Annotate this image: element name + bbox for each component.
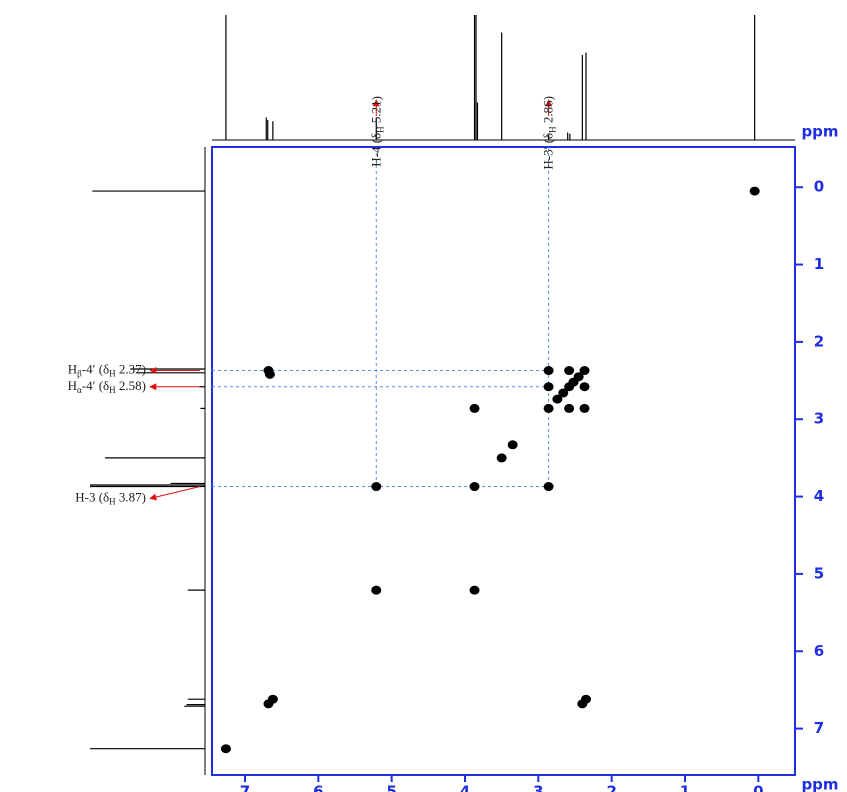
annotation: Hβ-4′ (δH 2.37) bbox=[68, 361, 146, 378]
annotation: H-4 (δH 5.21) bbox=[368, 96, 385, 167]
annotation: Hα-4′ (δH 2.58) bbox=[68, 378, 146, 395]
cross-peak bbox=[264, 369, 275, 379]
annotation: H-3 (δH 3.87) bbox=[75, 490, 146, 507]
cross-peak bbox=[558, 388, 569, 398]
cross-peak bbox=[469, 585, 480, 595]
annotation-arrow bbox=[149, 486, 201, 501]
y-tick-label: 6 bbox=[814, 642, 824, 660]
annotation-text: H bbox=[68, 361, 77, 376]
subscript: H bbox=[109, 369, 116, 379]
cross-peak bbox=[220, 744, 231, 754]
annotation-text: -4′ (δ bbox=[82, 378, 109, 393]
y-tick-label: 4 bbox=[814, 487, 824, 505]
y-tick-label: 3 bbox=[814, 410, 824, 428]
x-tick-label: 4 bbox=[460, 783, 470, 792]
y-tick-label: 0 bbox=[814, 178, 824, 196]
cross-peak bbox=[579, 382, 590, 392]
x-tick-label: 0 bbox=[753, 783, 763, 792]
cross-peak bbox=[552, 394, 563, 404]
cross-peak bbox=[267, 694, 278, 704]
cross-peak bbox=[543, 482, 554, 492]
annotation-text: -4′ (δ bbox=[82, 361, 109, 376]
cross-peak bbox=[496, 453, 507, 463]
cross-peak bbox=[581, 694, 591, 704]
annotation: H-3′ (δH 2.86) bbox=[541, 96, 558, 170]
x-tick-label: 5 bbox=[386, 783, 396, 792]
cross-peak bbox=[579, 403, 590, 413]
y-axis-label: ppm bbox=[801, 123, 838, 141]
annotation-text: 3.87) bbox=[116, 490, 146, 505]
y-tick-label: 7 bbox=[814, 719, 824, 737]
x-tick-label: 3 bbox=[533, 783, 543, 792]
annotation-text: 5.21) bbox=[368, 96, 383, 126]
x-tick-label: 2 bbox=[606, 783, 616, 792]
x-axis-label: ppm bbox=[801, 776, 838, 792]
subscript: H bbox=[375, 126, 385, 133]
cross-peak bbox=[507, 440, 518, 450]
annotation-text: H-3 (δ bbox=[75, 490, 109, 505]
annotation-text: 2.86) bbox=[541, 96, 556, 126]
cross-peak bbox=[564, 366, 575, 376]
cross-peak bbox=[543, 382, 554, 392]
plot-frame bbox=[211, 146, 796, 776]
cross-peak bbox=[543, 403, 554, 413]
annotation-text: H-3′ (δ bbox=[541, 133, 556, 170]
cross-peak bbox=[543, 366, 554, 376]
cross-peak bbox=[564, 403, 575, 413]
cross-peak bbox=[749, 186, 760, 196]
cross-peak bbox=[371, 585, 382, 595]
annotation-text: 2.58) bbox=[116, 378, 146, 393]
subscript: H bbox=[109, 497, 116, 507]
cross-peak bbox=[469, 482, 480, 492]
annotation-text: 2.37) bbox=[116, 361, 146, 376]
cross-peak bbox=[579, 366, 590, 376]
cross-peak bbox=[469, 403, 480, 413]
subscript: H bbox=[109, 385, 116, 395]
x-tick-label: 6 bbox=[313, 783, 323, 792]
y-tick-label: 2 bbox=[814, 332, 824, 350]
subscript: H bbox=[548, 126, 558, 133]
y-tick-label: 1 bbox=[814, 255, 824, 273]
subscript: α bbox=[77, 385, 82, 395]
annotation-text: H-4 (δ bbox=[368, 133, 383, 167]
cross-peak bbox=[371, 482, 382, 492]
subscript: β bbox=[77, 369, 82, 379]
cross-peak bbox=[564, 382, 575, 392]
annotation-text: H bbox=[68, 378, 77, 393]
x-tick-label: 7 bbox=[240, 783, 250, 792]
y-tick-label: 5 bbox=[814, 564, 824, 582]
x-tick-label: 1 bbox=[680, 783, 690, 792]
